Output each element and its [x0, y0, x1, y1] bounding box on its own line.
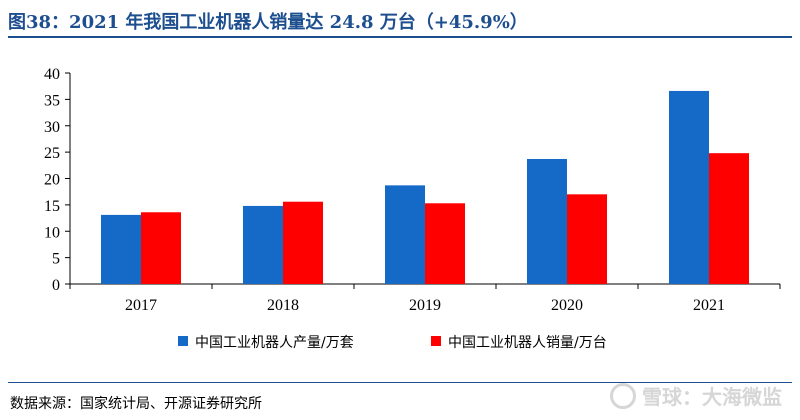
bar-production [385, 185, 425, 284]
bar-production [669, 90, 709, 284]
bar-sales [141, 212, 181, 284]
legend-swatch [178, 336, 188, 346]
footer-divider [8, 382, 792, 383]
watermark: 雪球：大海微监 [610, 381, 782, 410]
y-tick-label: 10 [44, 224, 60, 241]
title-divider [8, 36, 792, 38]
y-tick-label: 5 [52, 251, 60, 268]
y-tick-label: 35 [44, 92, 60, 109]
legend-label: 中国工业机器人产量/万套 [195, 335, 354, 351]
bar-production [243, 205, 283, 284]
y-tick-label: 40 [44, 66, 60, 83]
bar-sales [567, 194, 607, 284]
bar-chart: 0 5 10 15 20 25 30 35 40 2017 2018 2019 2020 2021 中国工业… [44, 66, 781, 351]
x-tick-label: 2020 [551, 297, 583, 314]
y-tick-label: 20 [44, 172, 60, 189]
bar-production [101, 214, 141, 284]
watermark-text: 雪球：大海微监 [642, 385, 782, 409]
chart-title: 图38：2021 年我国工业机器人销量达 24.8 万台（+45.9%） [8, 12, 528, 33]
y-tick-label: 0 [52, 277, 60, 294]
data-source: 数据来源：国家统计局、开源证券研究所 [10, 396, 262, 412]
snowball-logo-icon [610, 382, 636, 409]
legend-label: 中国工业机器人销量/万台 [448, 335, 607, 351]
y-tick-label: 25 [44, 145, 60, 162]
x-tick-label: 2019 [409, 297, 441, 314]
bar-sales [425, 203, 465, 284]
legend-swatch [431, 336, 441, 346]
x-tick-label: 2021 [693, 297, 725, 314]
y-tick-label: 30 [44, 119, 60, 136]
bar-production [527, 158, 567, 284]
x-tick-label: 2018 [267, 297, 299, 314]
bar-sales [709, 153, 749, 284]
bar-sales [283, 201, 323, 284]
y-tick-label: 15 [44, 198, 60, 215]
chart-title-bar: 图38：2021 年我国工业机器人销量达 24.8 万台（+45.9%） [8, 6, 792, 36]
x-tick-label: 2017 [125, 297, 157, 314]
